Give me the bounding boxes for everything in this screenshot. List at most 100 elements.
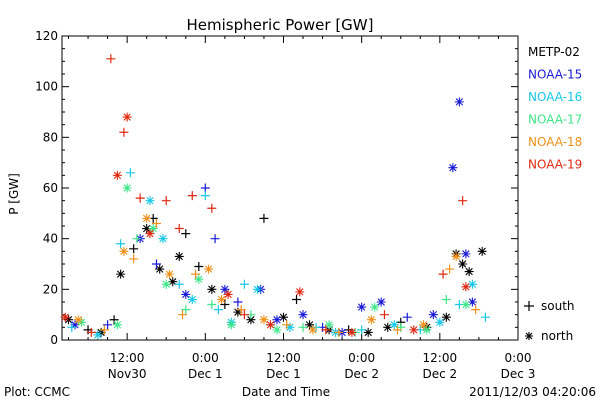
y-axis-label: P [GW] <box>7 173 21 215</box>
data-point-north <box>383 322 393 332</box>
data-point-south <box>181 229 191 239</box>
x-tick-label-date: Dec 3 <box>501 367 536 381</box>
legend-star-marker <box>525 332 533 340</box>
x-tick-label-date: Dec 1 <box>188 367 223 381</box>
data-point-north <box>357 302 367 312</box>
data-point-south <box>161 196 171 206</box>
data-point-north <box>259 315 269 325</box>
data-point-south <box>194 262 204 272</box>
data-point-north <box>252 284 262 294</box>
data-point-south <box>471 305 481 315</box>
data-point-south <box>151 259 161 269</box>
data-point-south <box>321 325 331 335</box>
data-point-south <box>239 310 249 320</box>
data-point-south <box>103 320 113 330</box>
data-point-north <box>220 284 230 294</box>
data-point-north <box>158 234 168 244</box>
footer-left: Plot: CCMC <box>4 385 70 399</box>
data-point-south <box>207 203 217 213</box>
legend-entry: NOAA-18 <box>528 135 582 149</box>
data-point-north <box>389 320 399 330</box>
data-point-north <box>324 320 334 330</box>
data-point-south <box>116 239 126 249</box>
data-point-north <box>112 170 122 180</box>
series-noaa-18 <box>73 213 481 337</box>
footer-right: 2011/12/03 04:20:06 <box>469 385 596 399</box>
x-tick-label-time: 12:00 <box>423 351 458 365</box>
data-point-north <box>116 269 126 279</box>
data-point-north <box>148 224 158 234</box>
data-point-north <box>461 249 471 259</box>
data-point-south <box>200 183 210 193</box>
legend: METP-02 NOAA-15 NOAA-16 NOAA-17 NOAA-18 NOAA-… <box>524 45 582 343</box>
data-point-north <box>308 325 318 335</box>
data-point-north <box>435 317 445 327</box>
data-point-north <box>295 287 305 297</box>
data-point-north <box>194 274 204 284</box>
data-point-north <box>246 315 256 325</box>
data-point-north <box>168 277 178 287</box>
data-point-north <box>265 320 275 330</box>
data-point-north <box>142 213 152 223</box>
data-points <box>60 54 490 340</box>
data-point-north <box>155 264 165 274</box>
data-point-north <box>164 269 174 279</box>
data-point-north <box>217 294 227 304</box>
data-point-south <box>99 325 109 335</box>
data-point-north <box>93 330 103 340</box>
y-tick-label: 100 <box>35 80 58 94</box>
data-point-north <box>458 259 468 269</box>
data-point-south <box>178 310 188 320</box>
legend-entry: NOAA-17 <box>528 113 582 127</box>
data-point-north <box>464 267 474 277</box>
data-point-north <box>461 282 471 292</box>
data-point-north <box>278 312 288 322</box>
y-tick-label: 80 <box>43 130 58 144</box>
x-tick-label-date: Dec 2 <box>422 367 457 381</box>
x-tick-label-time: 12:00 <box>110 351 145 365</box>
y-tick-label: 60 <box>43 181 58 195</box>
chart-title: Hemispheric Power [GW] <box>187 16 374 34</box>
axes: 0 20 40 60 80 100 120 12:00 Nov30 0:00 Dec 1 12:00 D… <box>35 29 535 381</box>
data-point-south <box>480 312 490 322</box>
legend-entry: NOAA-16 <box>528 90 582 104</box>
data-point-north <box>122 112 132 122</box>
data-point-south <box>129 254 139 264</box>
data-point-north <box>441 312 451 322</box>
data-point-south <box>233 297 243 307</box>
data-point-north <box>298 310 308 320</box>
y-tick-label: 120 <box>35 29 58 43</box>
data-point-south <box>259 213 269 223</box>
y-tick-label: 40 <box>43 232 58 246</box>
data-point-south <box>441 294 451 304</box>
data-point-north <box>428 310 438 320</box>
data-point-south <box>445 264 455 274</box>
data-point-north <box>181 289 191 299</box>
data-point-north <box>376 297 386 307</box>
data-point-south <box>213 305 223 315</box>
data-point-south <box>174 224 184 234</box>
data-point-north <box>161 279 171 289</box>
data-point-north <box>272 325 282 335</box>
data-point-south <box>210 234 220 244</box>
data-point-north <box>409 325 419 335</box>
data-point-north <box>422 325 432 335</box>
data-point-north <box>419 320 429 330</box>
data-point-south <box>438 269 448 279</box>
legend-marker-label: south <box>541 299 575 313</box>
data-point-south <box>282 320 292 330</box>
data-point-north <box>461 300 471 310</box>
data-point-south <box>187 191 197 201</box>
data-point-north <box>73 315 83 325</box>
data-point-south <box>119 127 129 137</box>
data-point-south <box>132 234 142 244</box>
x-tick-label-time: 0:00 <box>348 351 375 365</box>
data-point-north <box>187 294 197 304</box>
data-point-north <box>451 251 461 261</box>
legend-entry: NOAA-19 <box>528 158 582 172</box>
data-point-south <box>67 322 77 332</box>
data-point-south <box>239 279 249 289</box>
data-point-south <box>86 327 96 337</box>
data-point-south <box>392 325 402 335</box>
